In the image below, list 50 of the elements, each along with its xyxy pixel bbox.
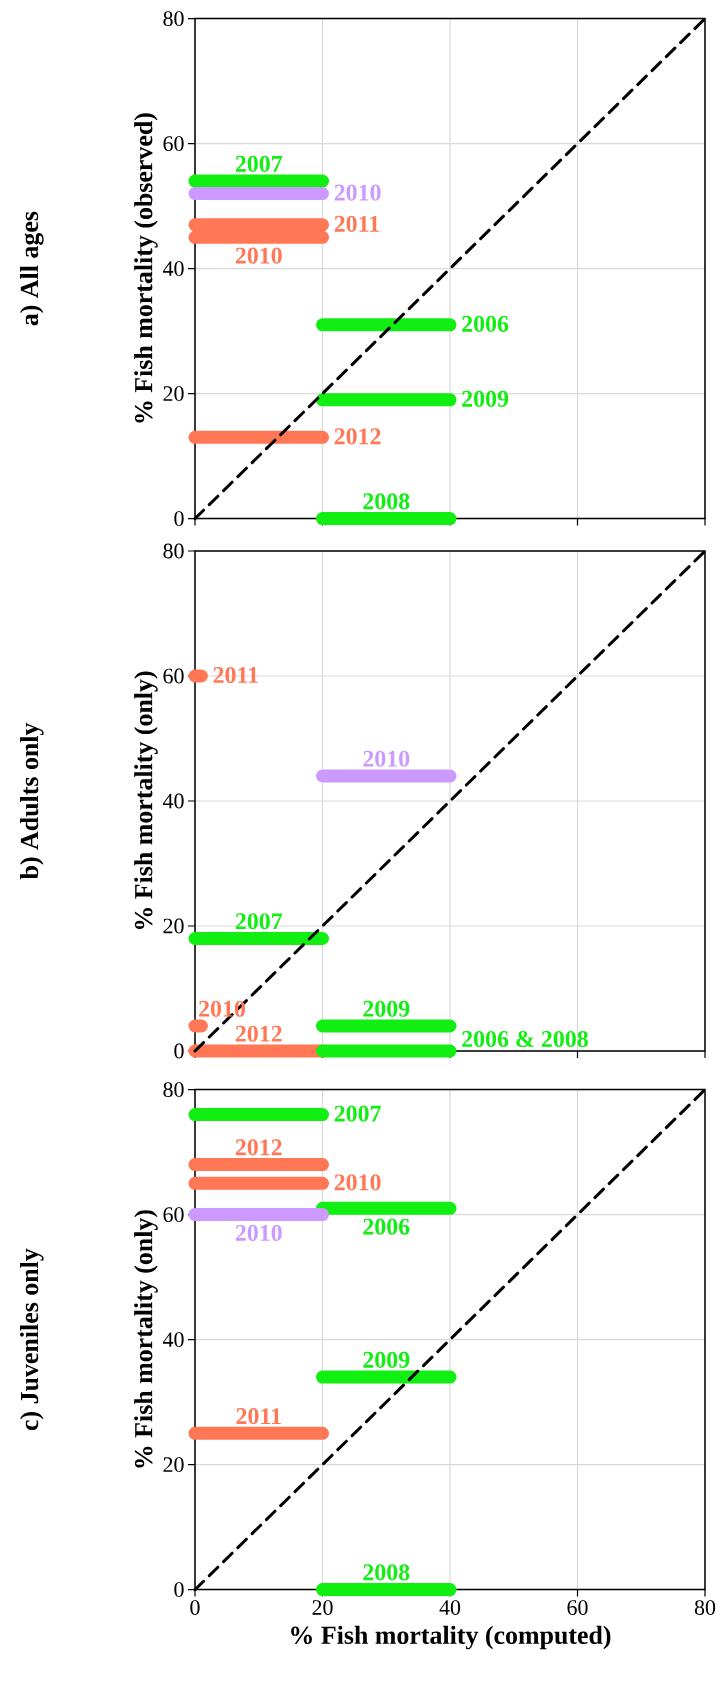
annotation: 2012: [334, 428, 381, 445]
y-tick-label: 20: [163, 386, 184, 402]
x-tick-label: 40: [439, 1600, 461, 1615]
annotation: 2010: [334, 184, 381, 201]
annotation: 2010: [235, 247, 282, 264]
y-tick-label: 40: [162, 793, 184, 809]
annotation: 2008: [363, 493, 410, 510]
annotation: 2010: [363, 750, 410, 767]
y-tick-label: 0: [174, 511, 184, 527]
y-tick-label: 80: [163, 543, 184, 559]
annotation: 2011: [334, 215, 379, 232]
x-tick-label: 80: [694, 1600, 716, 1615]
y-axis-title: % Fish mortality (only): [134, 1210, 158, 1468]
y-tick-label: 60: [163, 136, 184, 152]
x-tick-label: 60: [567, 1600, 588, 1615]
y-tick-label: 80: [163, 11, 184, 27]
y-axis-title: % Fish mortality (observed): [134, 113, 158, 423]
annotation: 2008: [363, 1564, 410, 1581]
annotation: 2006: [363, 1218, 410, 1235]
annotation: 2010: [235, 1224, 282, 1241]
annotation: 2006 & 2008: [462, 1030, 588, 1048]
annotation: 2010: [199, 1000, 245, 1017]
y-tick-label: 40: [162, 261, 184, 277]
y-tick-label: 40: [162, 1332, 184, 1348]
annotation: 2009: [363, 1000, 410, 1017]
annotation: 2011: [213, 666, 258, 684]
y-tick-label: 0: [174, 1582, 184, 1598]
annotation: 2012: [235, 1139, 282, 1156]
annotation: 2009: [462, 390, 509, 407]
y-axis-title: % Fish mortality (only): [134, 671, 158, 929]
x-tick-label: 0: [190, 1600, 200, 1615]
y-tick-label: 20: [163, 1457, 184, 1473]
annotation: 2007: [334, 1105, 381, 1122]
y-tick-label: 20: [163, 918, 184, 934]
annotation: 2007: [235, 155, 283, 172]
y-tick-label: 0: [174, 1043, 184, 1059]
x-tick-label: 20: [312, 1600, 333, 1615]
y-tick-label: 60: [163, 1207, 184, 1223]
annotation: 2010: [334, 1174, 381, 1191]
y-tick-label: 60: [163, 668, 184, 684]
text: c) Juveniles only: [20, 1248, 44, 1431]
y-tick-label: 80: [163, 1082, 184, 1098]
text: b) Adults only: [20, 722, 44, 880]
annotation: 2007: [235, 913, 283, 930]
annotation: 2009: [363, 1351, 410, 1368]
annotation: 2011: [236, 1408, 281, 1425]
annotation: 2006: [462, 315, 509, 332]
annotation: 2012: [235, 1025, 282, 1042]
x-axis-title: % Fish mortality (computed): [291, 1625, 611, 1650]
text: a) All ages: [19, 211, 44, 326]
